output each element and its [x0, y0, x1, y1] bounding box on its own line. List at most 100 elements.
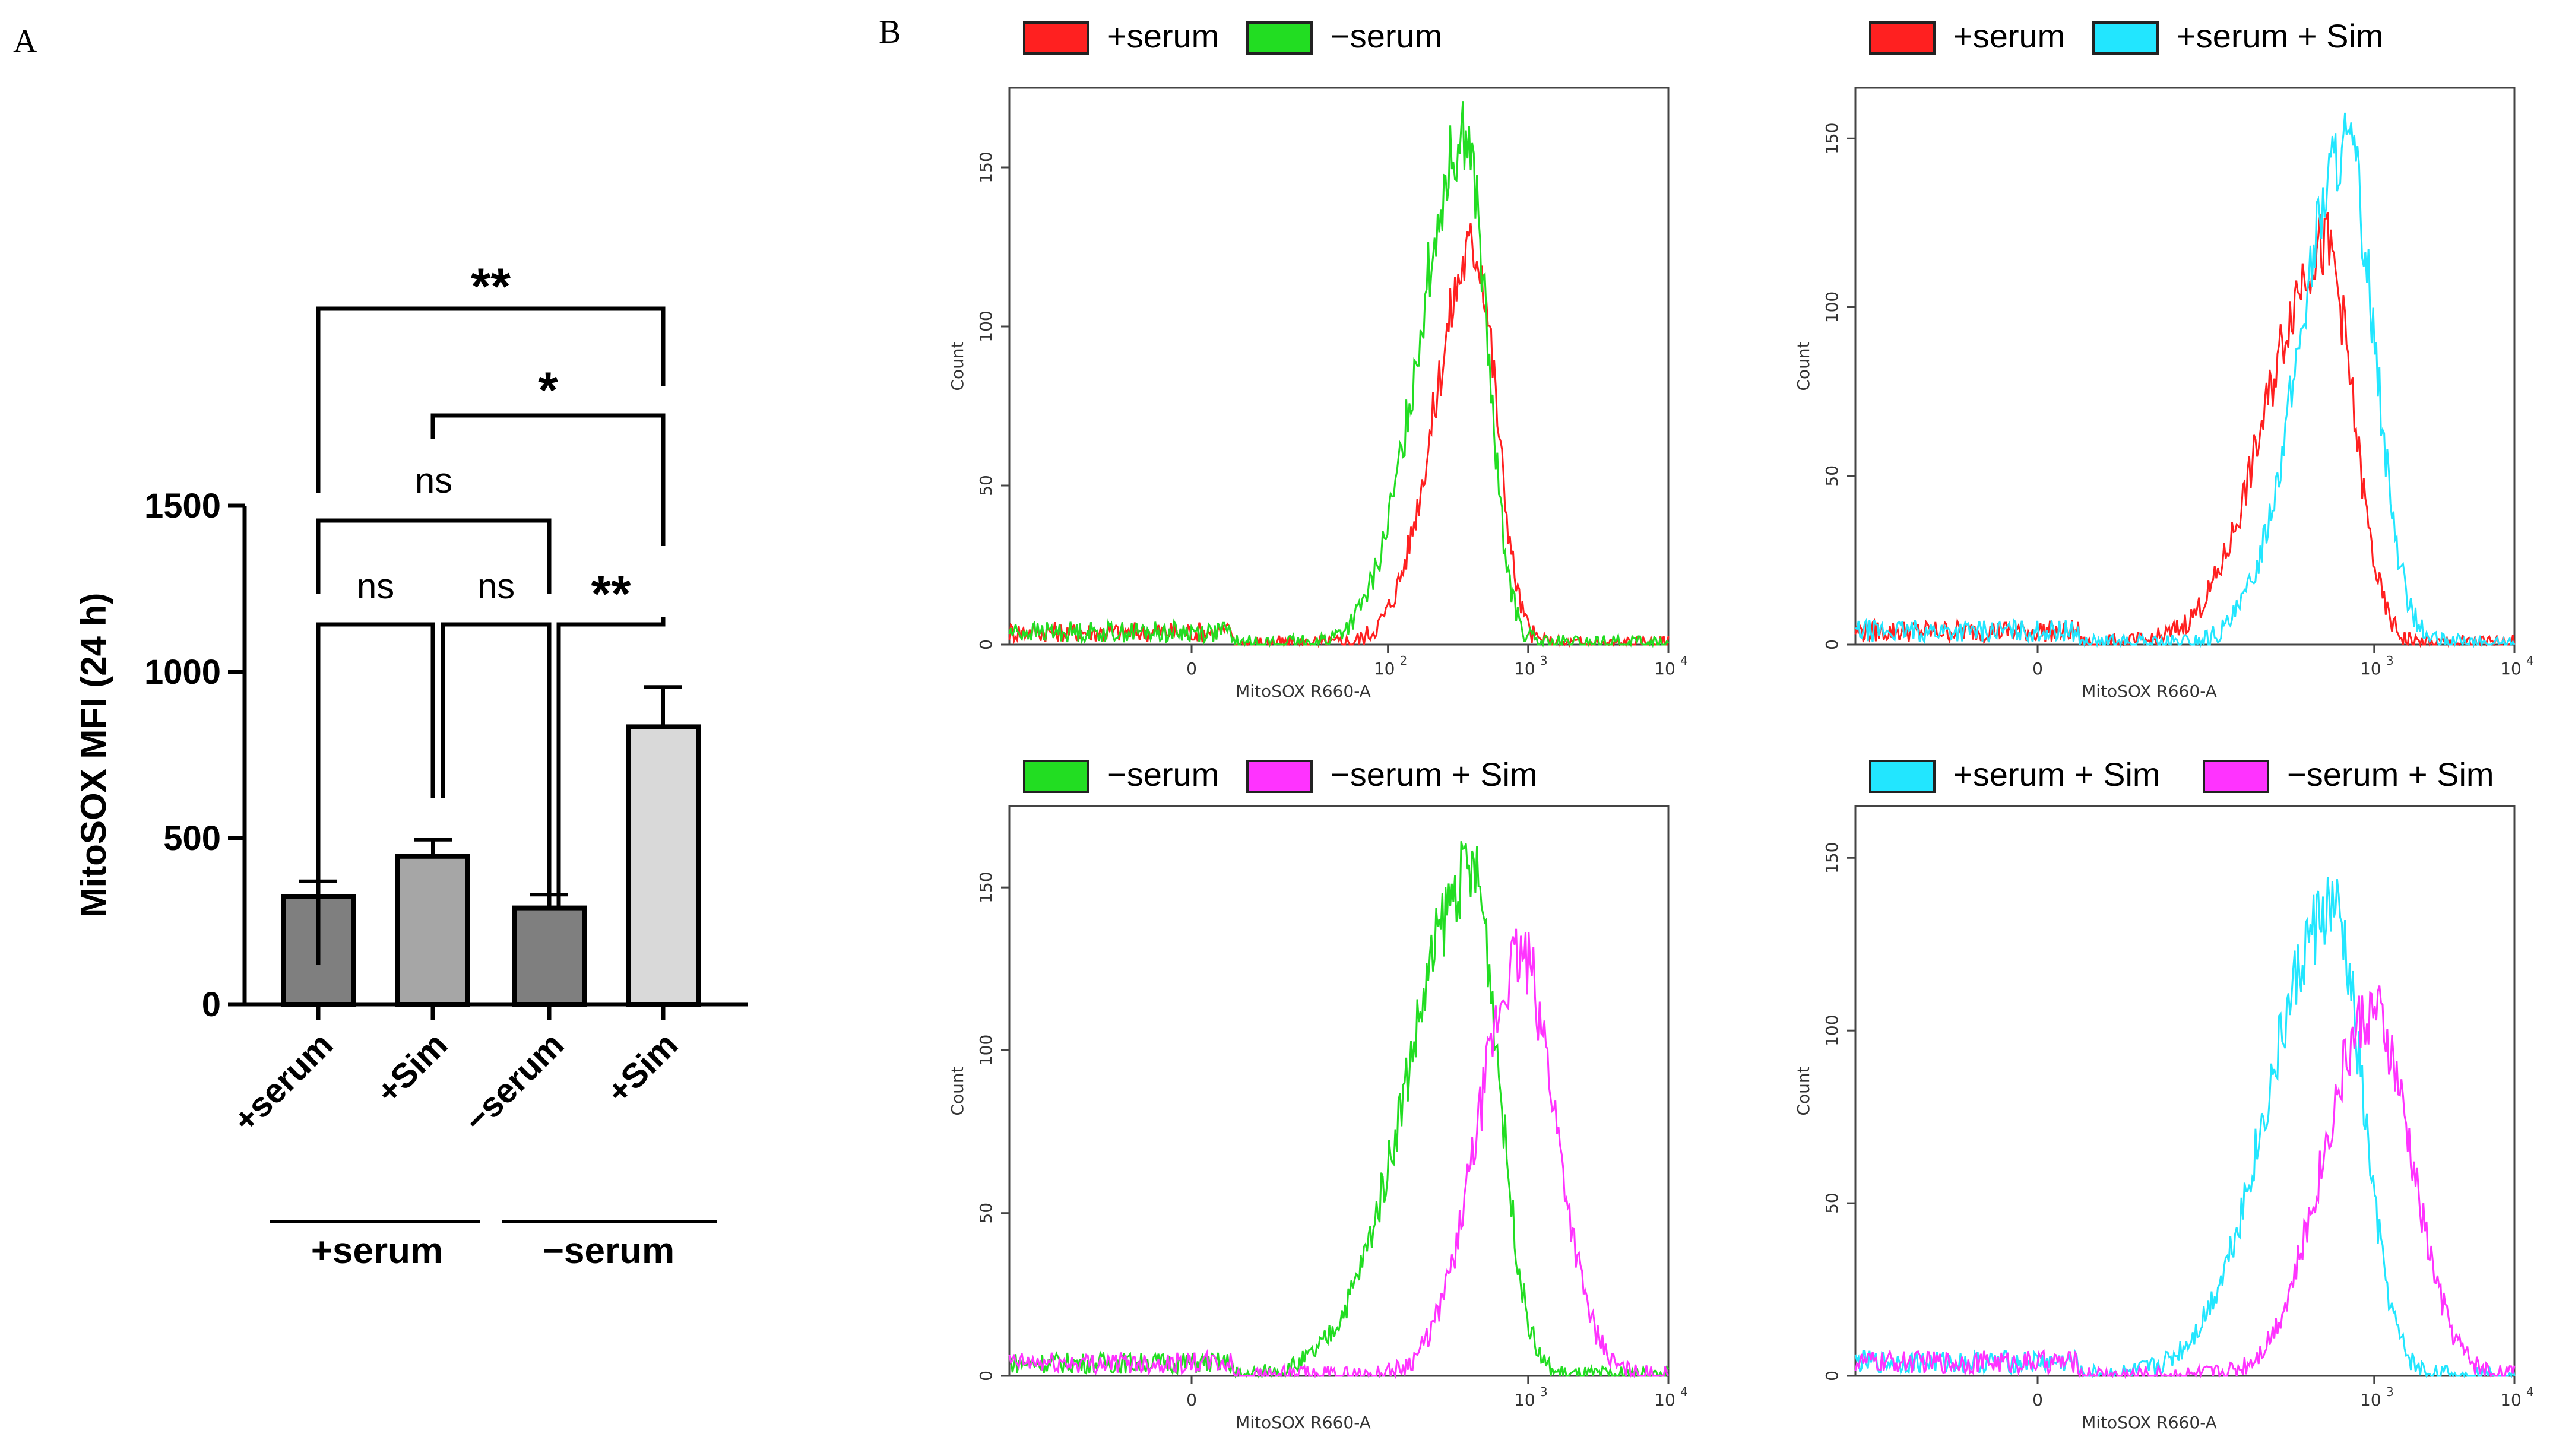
significance-label: *	[538, 362, 558, 419]
legend-label: −serum	[1331, 17, 1442, 55]
y-axis-label: MitoSOX MFI (24 h)	[74, 593, 113, 918]
x-tick-label: 10	[2360, 1390, 2381, 1410]
significance-label: ns	[415, 461, 452, 500]
legend-label: +serum	[1107, 17, 1219, 55]
category-label: +Sim	[369, 1025, 455, 1111]
plot-frame	[1854, 805, 2516, 1377]
legend-label: −serum	[1107, 756, 1219, 793]
significance-label: ns	[357, 566, 394, 606]
panel-label-b: B	[879, 14, 901, 50]
histogram-series-line	[1008, 223, 1670, 648]
legend-swatch	[1023, 760, 1089, 793]
legend-swatch	[1246, 21, 1313, 55]
y-tick-label: 50	[1822, 1192, 1842, 1214]
x-axis-label: MitoSOX R660-A	[1236, 681, 1371, 701]
legend-label: −serum + Sim	[2287, 756, 2494, 793]
panel-label-a: A	[13, 23, 37, 60]
y-tick-label: 0	[1822, 639, 1842, 650]
legend-swatch	[2092, 21, 2159, 55]
x-tick-label: 10	[1514, 659, 1535, 678]
significance-bracket	[556, 617, 666, 908]
x-tick-label: 10	[1514, 1390, 1535, 1410]
x-axis-label: MitoSOX R660-A	[2082, 1413, 2217, 1432]
x-tick-exponent: 3	[1540, 1385, 1548, 1399]
y-tick-label: 0	[976, 1371, 996, 1381]
legend-label: +serum + Sim	[1953, 756, 2161, 793]
x-tick-exponent: 3	[2386, 1385, 2394, 1399]
bar	[626, 724, 701, 1007]
group-label: −serum	[543, 1230, 674, 1271]
x-tick-label: 10	[1654, 659, 1675, 678]
y-tick-label: 500	[163, 819, 221, 858]
y-tick-label: 0	[202, 985, 221, 1024]
x-tick-label: 0	[2032, 1390, 2043, 1410]
y-tick-label: 50	[976, 1203, 996, 1224]
x-tick-exponent: 3	[1540, 654, 1548, 668]
y-tick-label: 50	[1822, 465, 1842, 487]
legend-swatch	[2203, 760, 2269, 793]
y-tick-label: 150	[976, 151, 996, 183]
legend-label: +serum	[1953, 17, 2065, 55]
bar-chart-panel-a: 0 500 1000 1500 MitoSOX MFI (24 h) +serum +Sim…	[74, 258, 748, 1271]
y-tick-label: 150	[1822, 842, 1842, 874]
significance-bracket	[316, 622, 435, 965]
y-axis-label: Count	[1794, 341, 1813, 391]
y-axis-label: Count	[948, 341, 967, 391]
category-label: +serum	[226, 1025, 340, 1140]
bar	[395, 854, 470, 1007]
y-tick-label: 150	[976, 871, 996, 903]
y-tick-label: 150	[1822, 123, 1842, 154]
histogram-series-line	[1008, 101, 1670, 648]
y-tick-label: 0	[976, 639, 996, 650]
y-tick-label: 50	[976, 475, 996, 496]
bar	[512, 905, 587, 1007]
legend-swatch	[1246, 760, 1313, 793]
significance-bracket	[430, 413, 666, 546]
histogram-series-line	[1854, 212, 2516, 648]
plot-frame	[1008, 87, 1670, 646]
histogram-b2: +serum +serum + Sim 0 50 100 150 Count 0 10 3 10 4 M…	[1794, 17, 2534, 701]
y-tick-label: 0	[1822, 1371, 1842, 1381]
y-tick-label: 1000	[144, 653, 221, 691]
y-axis-label: Count	[948, 1066, 967, 1115]
significance-label: **	[591, 566, 631, 623]
legend-swatch	[1869, 760, 1936, 793]
legend-label: +serum + Sim	[2177, 17, 2384, 55]
x-tick-label: 10	[1654, 1390, 1675, 1410]
category-label: −serum	[457, 1025, 571, 1140]
x-tick-exponent: 4	[2526, 1385, 2534, 1399]
significance-label: **	[471, 258, 511, 315]
x-tick-exponent: 4	[1680, 654, 1688, 668]
legend-swatch	[1023, 21, 1089, 55]
y-tick-label: 1500	[144, 487, 221, 525]
x-tick-label: 0	[1186, 1390, 1197, 1410]
x-tick-label: 0	[2032, 659, 2043, 678]
x-tick-exponent: 4	[1680, 1385, 1688, 1399]
y-tick-label: 100	[976, 310, 996, 342]
histogram-series-line	[1854, 985, 2516, 1379]
y-axis-label: Count	[1794, 1066, 1813, 1115]
x-axis-label: MitoSOX R660-A	[2082, 681, 2217, 701]
group-label: +serum	[311, 1230, 443, 1271]
x-tick-label: 10	[2500, 659, 2522, 678]
significance-bracket	[316, 306, 666, 493]
histogram-series-line	[1009, 840, 1670, 1379]
significance-label: ns	[477, 566, 515, 606]
significance-bracket	[316, 518, 552, 594]
legend-label: −serum + Sim	[1331, 756, 1538, 793]
histogram-series-line	[1855, 112, 2516, 648]
plot-frame	[1854, 87, 2516, 646]
y-tick-label: 100	[976, 1035, 996, 1066]
x-tick-label: 0	[1186, 659, 1197, 678]
histogram-b1: +serum −serum 0 50 100 150 Count 0 10 2 10 3 10 4 Mito…	[948, 17, 1688, 701]
legend-swatch	[1869, 21, 1936, 55]
histogram-series-line	[1854, 877, 2516, 1379]
x-tick-exponent: 3	[2386, 654, 2394, 668]
x-tick-exponent: 4	[2526, 654, 2534, 668]
x-tick-label: 10	[2360, 659, 2381, 678]
x-tick-label: 10	[2500, 1390, 2522, 1410]
category-label: +Sim	[599, 1025, 685, 1111]
plot-frame	[1008, 805, 1670, 1377]
histogram-series-line	[1008, 928, 1670, 1379]
